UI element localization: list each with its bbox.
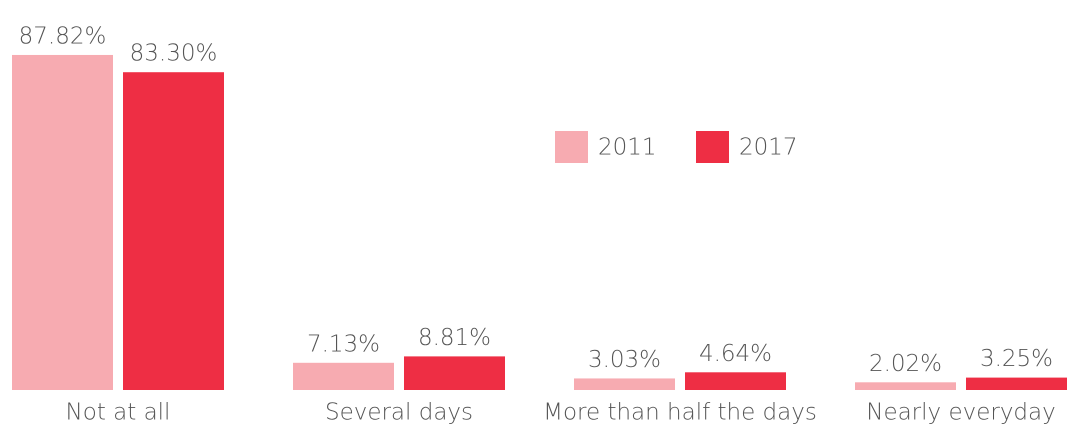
value-label: 3.25%: [980, 346, 1053, 372]
legend-swatch: [555, 131, 588, 163]
value-label: 2.02%: [869, 351, 942, 377]
bar: [685, 372, 786, 390]
value-label: 7.13%: [307, 331, 380, 357]
x-tick-label: Several days: [325, 400, 473, 426]
value-label: 3.03%: [588, 347, 661, 373]
value-label: 8.81%: [418, 325, 491, 351]
x-tick-label: Not at all: [66, 400, 171, 426]
bar: [404, 356, 505, 390]
bar: [123, 72, 224, 390]
bar: [966, 377, 1067, 390]
value-label: 83.30%: [130, 41, 218, 67]
x-tick-label: Nearly everyday: [866, 400, 1056, 426]
legend-label: 2017: [739, 135, 798, 161]
legend-label: 2011: [598, 135, 657, 161]
value-label: 4.64%: [699, 341, 772, 367]
value-label: 87.82%: [19, 23, 107, 49]
bar: [855, 382, 956, 390]
x-tick-label: More than half the days: [543, 400, 817, 426]
bar: [293, 362, 394, 390]
legend-swatch: [696, 131, 729, 163]
bar: [12, 54, 113, 390]
bar: [574, 378, 675, 390]
